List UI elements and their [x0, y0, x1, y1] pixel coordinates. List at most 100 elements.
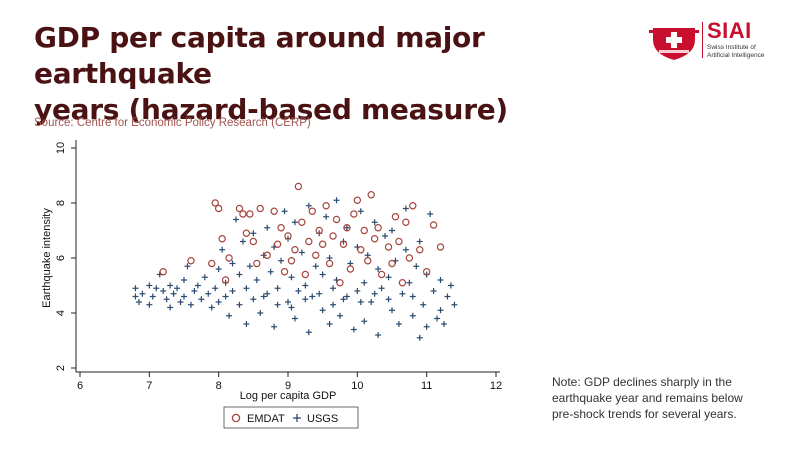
emdat-point: [287, 257, 296, 265]
usgs-point: [402, 205, 409, 212]
usgs-point: [413, 263, 420, 270]
usgs-point: [447, 282, 454, 289]
y-tick-label: 8: [55, 200, 67, 206]
usgs-point: [416, 334, 423, 341]
emdat-point: [277, 224, 285, 232]
emdat-point: [298, 218, 306, 226]
usgs-point: [291, 315, 298, 322]
usgs-point: [167, 304, 174, 311]
emdat-point: [187, 257, 195, 265]
usgs-point: [416, 238, 423, 245]
emdat-point: [280, 268, 289, 276]
usgs-point: [441, 321, 447, 327]
usgs-point: [312, 263, 319, 270]
usgs-point: [201, 274, 208, 281]
usgs-point: [375, 266, 382, 272]
emdat-point: [256, 204, 264, 213]
usgs-point: [139, 290, 146, 297]
usgs-point: [337, 312, 343, 319]
legend-usgs-marker: [293, 414, 301, 422]
emdat-point: [360, 226, 368, 235]
usgs-point: [146, 282, 153, 289]
emdat-point: [242, 229, 251, 237]
x-tick-label: 9: [285, 380, 291, 392]
usgs-point: [274, 285, 281, 292]
y-tick-label: 4: [55, 310, 67, 316]
logo-subtitle-line-1: Swiss Institute of: [707, 44, 756, 51]
x-tick-label: 12: [490, 380, 502, 392]
usgs-point: [250, 296, 257, 303]
usgs-point: [305, 202, 312, 209]
emdat-point: [239, 210, 247, 218]
usgs-point: [385, 274, 392, 281]
usgs-point: [246, 263, 253, 270]
emdat-point: [246, 210, 254, 218]
usgs-point: [194, 282, 201, 289]
chart-title-line-2: years (hazard-based measure): [34, 93, 508, 126]
usgs-point: [285, 299, 291, 305]
usgs-point: [368, 299, 375, 305]
legend-box: [223, 406, 359, 429]
logo-divider: [702, 22, 703, 58]
usgs-point: [215, 266, 222, 272]
y-tick-label: 6: [55, 255, 67, 261]
x-tick-label: 10: [351, 380, 363, 392]
usgs-point: [215, 299, 222, 305]
usgs-point: [149, 293, 156, 300]
usgs-point: [146, 301, 153, 308]
usgs-point: [181, 277, 187, 283]
usgs-point: [239, 238, 246, 245]
usgs-point: [229, 260, 236, 267]
x-ticks: 6 7 8 9 10 11 12: [77, 372, 502, 392]
emdat-point: [353, 196, 362, 204]
emdat-point: [225, 254, 233, 262]
usgs-point: [395, 321, 402, 327]
usgs-point: [135, 299, 142, 305]
emdat-point: [391, 213, 400, 221]
emdat-point: [263, 251, 271, 259]
usgs-point: [184, 263, 191, 270]
legend: EMDAT USGS: [223, 406, 359, 429]
usgs-point: [361, 279, 368, 286]
emdat-point: [221, 276, 230, 284]
usgs-point: [236, 271, 243, 278]
usgs-point: [427, 211, 434, 217]
usgs-point: [389, 227, 395, 234]
usgs-point: [371, 290, 378, 297]
usgs-point: [233, 216, 239, 223]
usgs-point: [260, 293, 267, 300]
logo-subtitle-line-2: Artificial Intelligence: [707, 51, 765, 59]
usgs-point: [271, 323, 278, 330]
emdat-point: [214, 204, 223, 213]
usgs-point: [205, 290, 212, 297]
emdat-point: [336, 279, 344, 287]
usgs-point: [350, 326, 357, 333]
usgs-point: [375, 332, 382, 338]
usgs-point: [229, 288, 236, 294]
usgs-point: [357, 208, 364, 215]
emdat-point: [429, 221, 438, 229]
emdat-point: [235, 204, 244, 213]
x-tick-label: 7: [146, 380, 152, 392]
emdat-point: [218, 235, 226, 243]
emdat-point: [308, 207, 316, 215]
usgs-point: [222, 293, 229, 300]
emdat-point: [416, 246, 424, 254]
note-line-2: earthquake year and remains below: [552, 391, 743, 405]
emdat-point: [273, 240, 282, 248]
usgs-point: [236, 301, 243, 308]
emdat-point: [253, 259, 261, 268]
usgs-point: [326, 321, 333, 327]
emdat-point: [208, 259, 216, 268]
note-line-1: Note: GDP declines sharply in the: [552, 375, 732, 389]
usgs-point: [243, 321, 250, 327]
legend-emdat-marker: [231, 413, 241, 423]
usgs-point: [451, 301, 458, 308]
emdat-point: [422, 268, 431, 276]
usgs-point: [420, 301, 427, 308]
emdat-point: [339, 240, 348, 248]
x-tick-label: 11: [421, 380, 432, 392]
y-ticks: 2 4 6 8 10: [55, 142, 76, 371]
emdat-point: [374, 224, 382, 232]
